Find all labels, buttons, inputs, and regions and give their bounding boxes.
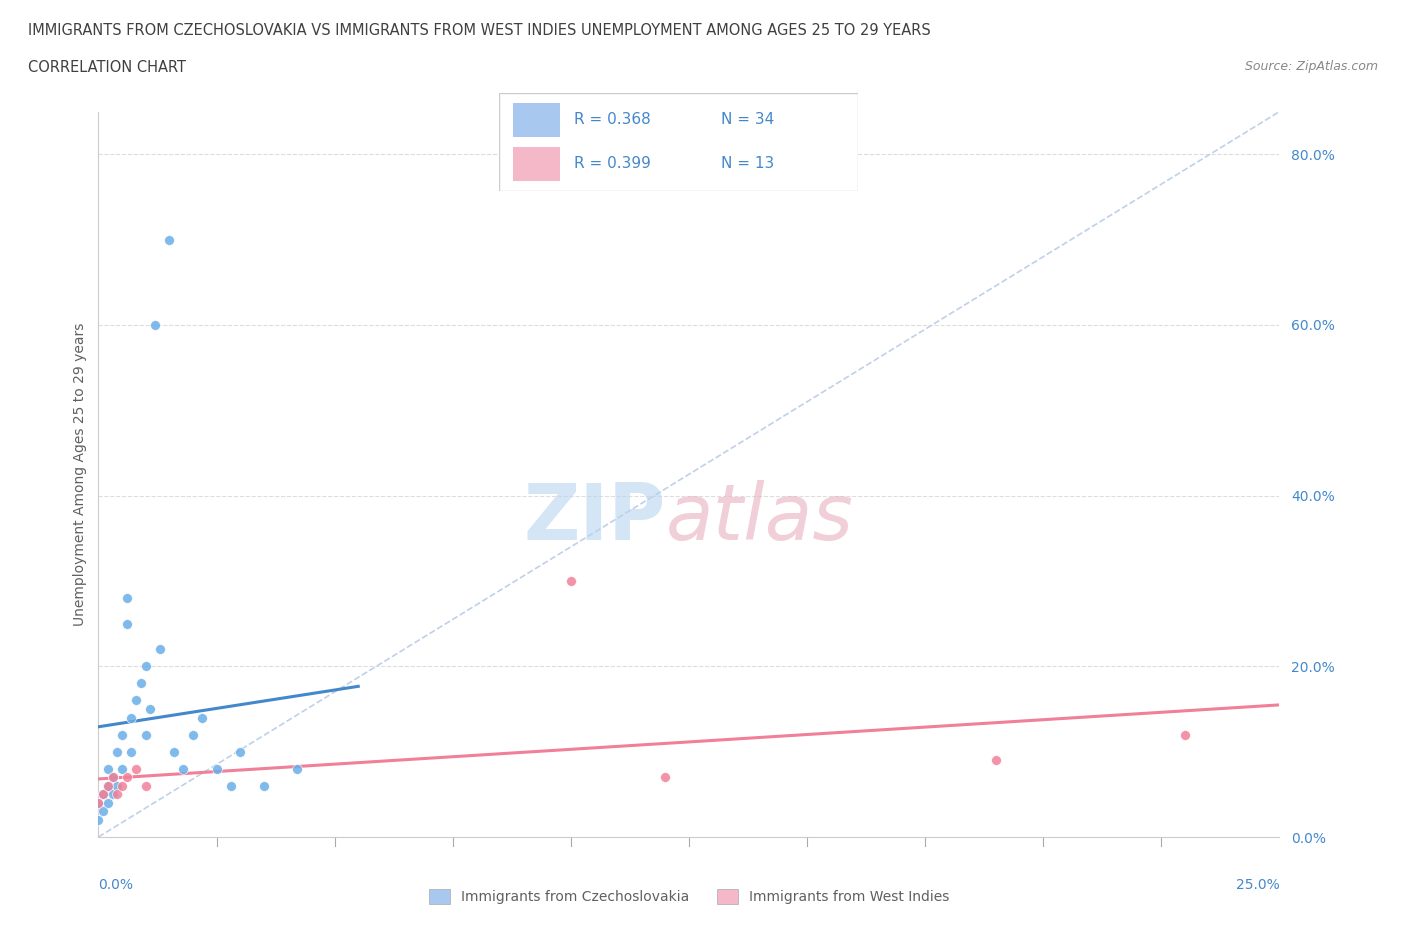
Bar — [513, 103, 560, 137]
Point — [125, 693, 148, 708]
Point — [87, 795, 110, 810]
Point — [91, 787, 114, 802]
Point — [87, 795, 110, 810]
Point — [101, 770, 124, 785]
Text: 25.0%: 25.0% — [1236, 878, 1279, 892]
Bar — [513, 147, 560, 180]
Text: N = 13: N = 13 — [721, 156, 775, 171]
Point — [139, 701, 162, 716]
Point — [101, 770, 124, 785]
Point — [163, 744, 186, 759]
Point — [191, 711, 214, 725]
Point — [97, 778, 120, 793]
Point — [560, 574, 582, 589]
Point — [285, 762, 308, 777]
Point — [105, 787, 128, 802]
Point — [121, 711, 143, 725]
Text: R = 0.368: R = 0.368 — [575, 112, 651, 126]
Point — [121, 744, 143, 759]
Point — [135, 658, 157, 673]
Point — [91, 787, 114, 802]
Text: 0.0%: 0.0% — [98, 878, 134, 892]
Legend: Immigrants from Czechoslovakia, Immigrants from West Indies: Immigrants from Czechoslovakia, Immigran… — [423, 884, 955, 910]
Point — [149, 642, 172, 657]
Point — [111, 762, 134, 777]
Point — [253, 778, 276, 793]
Point — [157, 232, 180, 247]
Point — [111, 778, 134, 793]
Point — [129, 676, 152, 691]
Point — [97, 762, 120, 777]
Point — [125, 762, 148, 777]
Point — [1174, 727, 1197, 742]
Point — [135, 727, 157, 742]
Point — [219, 778, 242, 793]
Point — [143, 317, 166, 332]
Point — [115, 591, 138, 605]
Point — [115, 617, 138, 631]
Point — [105, 778, 128, 793]
Point — [229, 744, 252, 759]
Text: R = 0.399: R = 0.399 — [575, 156, 651, 171]
Point — [984, 752, 1007, 767]
Point — [97, 778, 120, 793]
Text: N = 34: N = 34 — [721, 112, 775, 126]
Point — [654, 770, 676, 785]
Text: ZIP: ZIP — [523, 480, 665, 556]
Point — [181, 727, 204, 742]
Point — [87, 813, 110, 828]
Point — [205, 762, 228, 777]
Y-axis label: Unemployment Among Ages 25 to 29 years: Unemployment Among Ages 25 to 29 years — [73, 323, 87, 626]
Point — [105, 744, 128, 759]
Point — [111, 727, 134, 742]
Point — [97, 795, 120, 810]
Text: atlas: atlas — [665, 480, 853, 556]
Point — [115, 770, 138, 785]
Point — [172, 762, 194, 777]
Text: IMMIGRANTS FROM CZECHOSLOVAKIA VS IMMIGRANTS FROM WEST INDIES UNEMPLOYMENT AMONG: IMMIGRANTS FROM CZECHOSLOVAKIA VS IMMIGR… — [28, 23, 931, 38]
Point — [101, 787, 124, 802]
Text: CORRELATION CHART: CORRELATION CHART — [28, 60, 186, 75]
Point — [135, 778, 157, 793]
Text: Source: ZipAtlas.com: Source: ZipAtlas.com — [1244, 60, 1378, 73]
Point — [91, 804, 114, 818]
